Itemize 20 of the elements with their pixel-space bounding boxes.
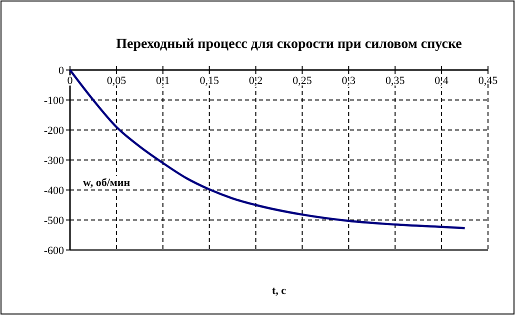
x-tick-label: 0,2 [248, 75, 263, 87]
x-tick-label: 0,25 [292, 75, 312, 87]
x-tick-label: 0,4 [434, 75, 449, 87]
y-tick-label: -600 [44, 245, 64, 257]
x-tick-label: 0,05 [106, 75, 127, 87]
y-axis-title: w, об/мин [83, 177, 131, 189]
chart-title: Переходный процесс для скорости при силовом спуске [116, 37, 462, 52]
x-axis-title: t, с [272, 285, 286, 297]
y-tick-label: -300 [44, 155, 64, 167]
line-series [68, 68, 466, 230]
x-tick-label: 0,15 [200, 75, 220, 87]
x-tick-label: 0,45 [478, 75, 498, 87]
x-tick-label: 0,3 [342, 75, 356, 87]
x-tick-label: 0,1 [156, 75, 170, 87]
y-tick-label: -400 [44, 185, 64, 197]
y-tick-label: -200 [44, 125, 64, 137]
y-tick-label: -100 [44, 95, 64, 107]
x-tick-label: 0,35 [385, 75, 406, 87]
y-tick-label: -500 [44, 215, 64, 227]
y-tick-label: 0 [58, 65, 64, 77]
